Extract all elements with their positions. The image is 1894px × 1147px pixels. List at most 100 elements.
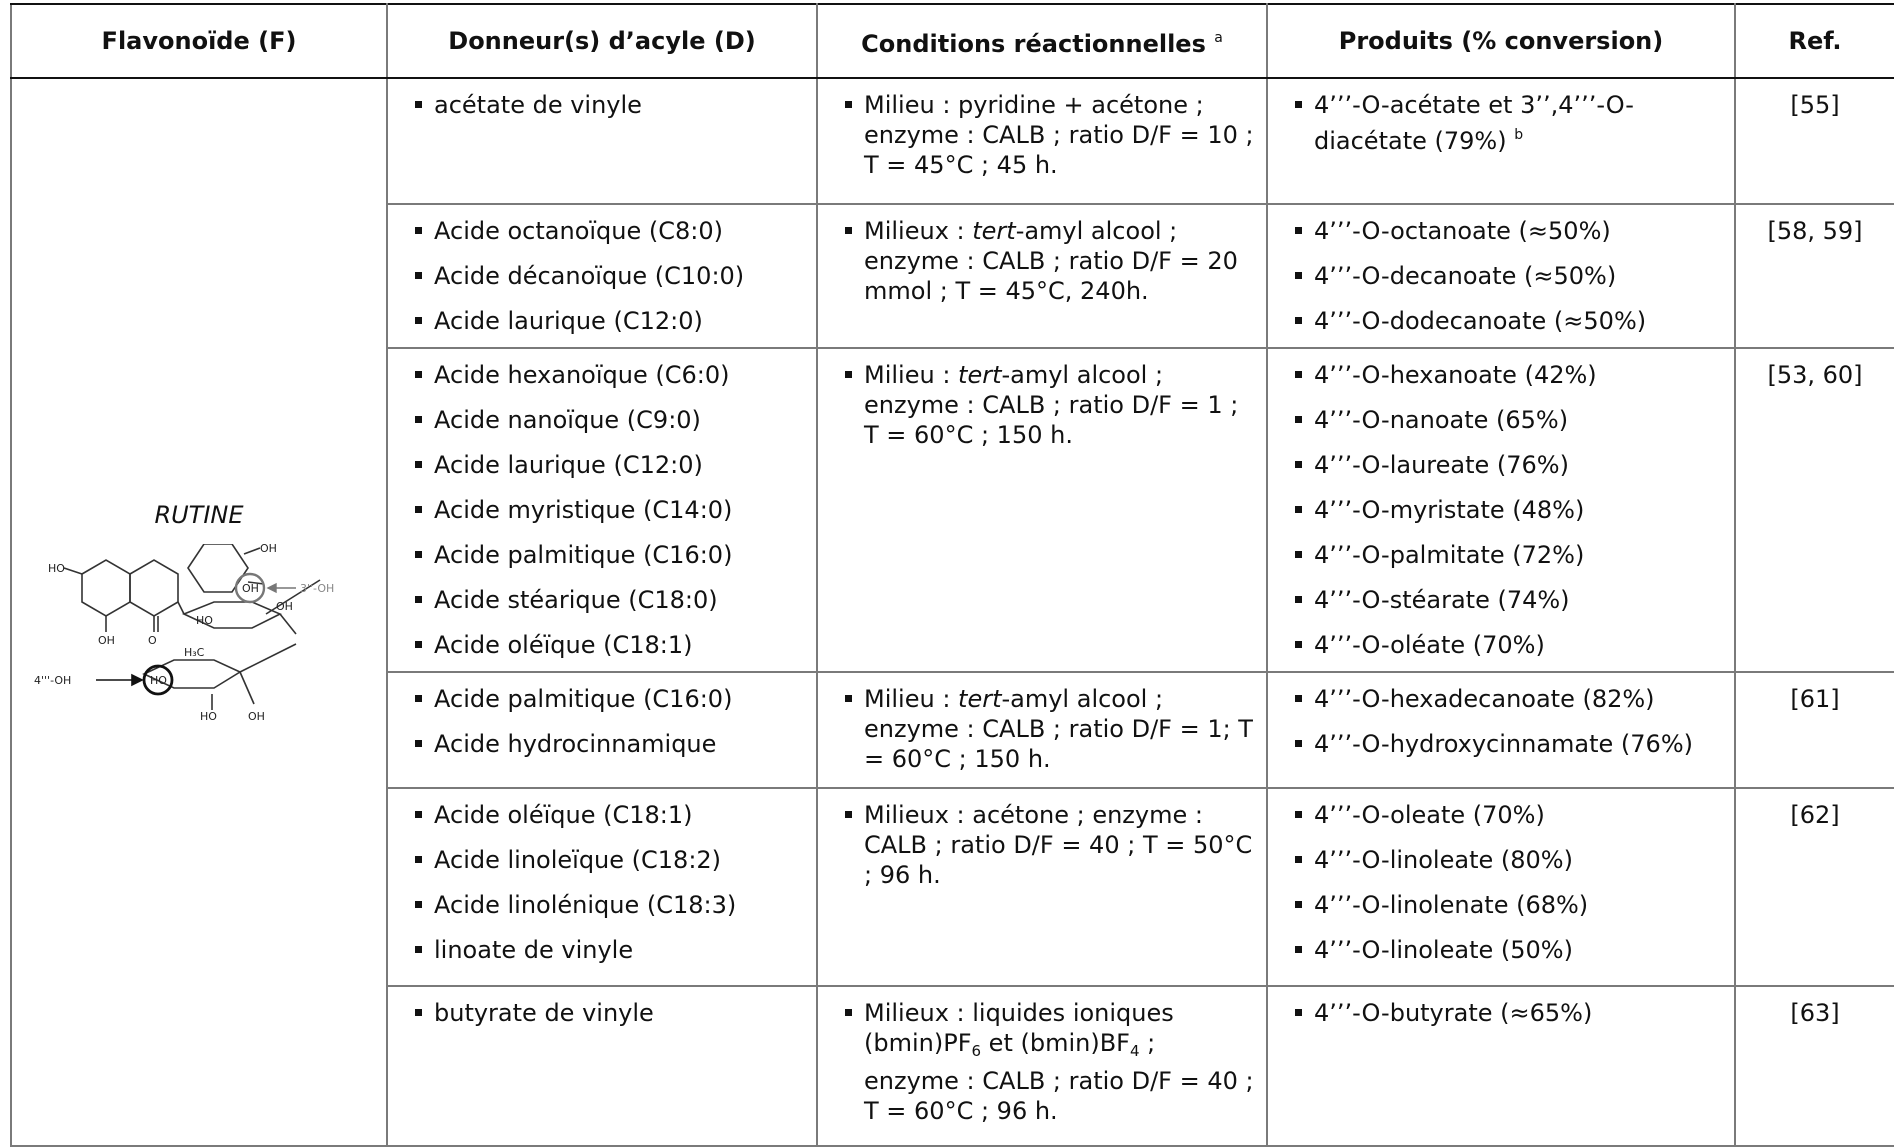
ref-cell: [63] (1734, 985, 1894, 1147)
product-item: 4’’’-O-octanoate (≈50%) (1280, 216, 1724, 246)
product-item: 4’’’-O-nanoate (65%) (1280, 405, 1724, 435)
conditions-subscript: 6 (971, 1042, 982, 1060)
donor-item: butyrate de vinyle (400, 998, 806, 1028)
header-conditions: Conditions réactionnelles a (816, 3, 1268, 79)
conditions-item: Milieu : tert-amyl alcool ; enzyme : CAL… (830, 684, 1256, 774)
conditions-cell: Milieu : tert-amyl alcool ; enzyme : CAL… (816, 671, 1268, 789)
donor-item: Acide nanoïque (C9:0) (400, 405, 806, 435)
conditions-italic: tert (958, 685, 1002, 713)
donor-item: Acide stéarique (C18:0) (400, 585, 806, 615)
product-item: 4’’’-O-butyrate (≈65%) (1280, 998, 1724, 1028)
donor-item: Acide laurique (C12:0) (400, 306, 806, 336)
structure-label-oh-3: OH (242, 582, 259, 595)
conditions-text: ; enzyme : CALB ; ratio D/F = 40 ; T = 6… (864, 1029, 1254, 1125)
product-item: 4’’’-O-dodecanoate (≈50%) (1280, 306, 1724, 336)
donor-item: Acide palmitique (C16:0) (400, 684, 806, 714)
table-row: Acide palmitique (C16:0) Acide hydrocinn… (11, 671, 1894, 789)
structure-label-o-carbonyl: O (148, 634, 157, 647)
conditions-text: -amyl alcool ; enzyme : CALB ; ratio D/F… (864, 685, 1253, 773)
structure-label-ho-4: HO (150, 674, 167, 687)
flavonoid-acylation-table: Flavonoïde (F) Donneur(s) d’acyle (D) Co… (10, 3, 1894, 1147)
donors-cell: Acide oléïque (C18:1) Acide linoleïque (… (386, 787, 818, 987)
product-text: 4’’’-O-acétate et 3’’,4’’’-O-diacétate (… (1314, 91, 1634, 155)
conditions-italic: tert (972, 217, 1016, 245)
conditions-text: Milieux : (864, 217, 973, 245)
donor-item: Acide hexanoïque (C6:0) (400, 360, 806, 390)
products-cell: 4’’’-O-hexanoate (42%) 4’’’-O-nanoate (6… (1266, 347, 1736, 673)
donors-cell: Acide octanoïque (C8:0) Acide décanoïque… (386, 203, 818, 349)
structure-label-oh-sugar: OH (276, 600, 293, 613)
donor-item: Acide myristique (C14:0) (400, 495, 806, 525)
conditions-cell: Milieux : liquides ioniques (bmin)PF6 et… (816, 985, 1268, 1147)
donors-cell: Acide hexanoïque (C6:0) Acide nanoïque (… (386, 347, 818, 673)
structure-label-4-oh: 4'''-OH (34, 674, 71, 687)
product-item: 4’’’-O-linoleate (50%) (1280, 935, 1724, 965)
conditions-text: Milieu : (864, 685, 959, 713)
donor-item: linoate de vinyle (400, 935, 806, 965)
donor-item: Acide décanoïque (C10:0) (400, 261, 806, 291)
conditions-cell: Milieux : acétone ; enzyme : CALB ; rati… (816, 787, 1268, 987)
donors-cell: butyrate de vinyle (386, 985, 818, 1147)
header-flavonoide: Flavonoïde (F) (10, 3, 388, 79)
products-cell: 4’’’-O-octanoate (≈50%) 4’’’-O-decanoate… (1266, 203, 1736, 349)
conditions-subscript: 4 (1129, 1042, 1140, 1060)
table-header-row: Flavonoïde (F) Donneur(s) d’acyle (D) Co… (10, 3, 1894, 79)
conditions-cell: Milieux : tert-amyl alcool ; enzyme : CA… (816, 203, 1268, 349)
products-cell: 4’’’-O-butyrate (≈65%) (1266, 985, 1736, 1147)
ref-cell: [53, 60] (1734, 347, 1894, 673)
header-donneurs: Donneur(s) d’acyle (D) (386, 3, 818, 79)
donor-item: Acide hydrocinnamique (400, 729, 806, 759)
donor-item: Acide octanoïque (C8:0) (400, 216, 806, 246)
conditions-item: Milieu : pyridine + acétone ; enzyme : C… (830, 90, 1256, 180)
conditions-item: Milieux : acétone ; enzyme : CALB ; rati… (830, 800, 1256, 890)
structure-label-3-oh: 3''-OH (300, 582, 334, 595)
donor-item: Acide linoleïque (C18:2) (400, 845, 806, 875)
product-item: 4’’’-O-hexanoate (42%) (1280, 360, 1724, 390)
flavonoid-name: RUTINE (154, 501, 244, 529)
ref-cell: [58, 59] (1734, 203, 1894, 349)
conditions-cell: Milieu : tert-amyl alcool ; enzyme : CAL… (816, 347, 1268, 673)
product-item: 4’’’-O-myristate (48%) (1280, 495, 1724, 525)
donor-item: Acide palmitique (C16:0) (400, 540, 806, 570)
conditions-text: Milieu : (864, 361, 959, 389)
product-item: 4’’’-O-linoleate (80%) (1280, 845, 1724, 875)
product-item: 4’’’-O-palmitate (72%) (1280, 540, 1724, 570)
conditions-text: -amyl alcool ; enzyme : CALB ; ratio D/F… (864, 361, 1239, 449)
product-item: 4’’’-O-linolenate (68%) (1280, 890, 1724, 920)
product-item: 4’’’-O-oléate (70%) (1280, 630, 1724, 660)
conditions-item: Milieux : tert-amyl alcool ; enzyme : CA… (830, 216, 1256, 306)
conditions-item: Milieu : tert-amyl alcool ; enzyme : CAL… (830, 360, 1256, 450)
product-note: b (1514, 127, 1524, 143)
conditions-text: Milieux : liquides ioniques (bmin)PF (864, 999, 1174, 1057)
ref-cell: [61] (1734, 671, 1894, 789)
rutin-structure-image: HO OH O OH OH HO OH H₃C HO HO OH 4'''-OH… (34, 544, 334, 723)
donors-cell: Acide palmitique (C16:0) Acide hydrocinn… (386, 671, 818, 789)
flavonoid-cell: RUTINE (10, 77, 388, 1147)
conditions-item: Milieux : liquides ioniques (bmin)PF6 et… (830, 998, 1256, 1126)
product-item: 4’’’-O-oleate (70%) (1280, 800, 1724, 830)
product-item: 4’’’-O-decanoate (≈50%) (1280, 261, 1724, 291)
structure-label-ho-b: HO (200, 710, 217, 723)
header-produits: Produits (% conversion) (1266, 3, 1736, 79)
table-row: Acide oléïque (C18:1) Acide linoleïque (… (11, 787, 1894, 987)
product-item: 4’’’-O-hexadecanoate (82%) (1280, 684, 1724, 714)
product-item: 4’’’-O-acétate et 3’’,4’’’-O-diacétate (… (1280, 90, 1724, 156)
conditions-text: -amyl alcool ; enzyme : CALB ; ratio D/F… (864, 217, 1238, 305)
products-cell: 4’’’-O-hexadecanoate (82%) 4’’’-O-hydrox… (1266, 671, 1736, 789)
table-row: Acide octanoïque (C8:0) Acide décanoïque… (11, 203, 1894, 349)
conditions-text: et (bmin)BF (981, 1029, 1130, 1057)
ref-cell: [55] (1734, 77, 1894, 205)
conditions-italic: tert (958, 361, 1002, 389)
table-row: butyrate de vinyle Milieux : liquides io… (11, 985, 1894, 1147)
donor-item: Acide linolénique (C18:3) (400, 890, 806, 920)
donors-cell: acétate de vinyle (386, 77, 818, 205)
donor-item: Acide oléïque (C18:1) (400, 630, 806, 660)
table-row: Acide hexanoïque (C6:0) Acide nanoïque (… (11, 347, 1894, 673)
header-ref: Ref. (1734, 3, 1894, 79)
table-row: RUTINE (10, 77, 1894, 1147)
donor-item: acétate de vinyle (400, 90, 806, 120)
structure-label-h3c: H₃C (184, 646, 205, 659)
structure-label-ho-sugar: HO (196, 614, 213, 627)
structure-label-oh-a: OH (98, 634, 115, 647)
header-conditions-note: a (1214, 30, 1223, 46)
